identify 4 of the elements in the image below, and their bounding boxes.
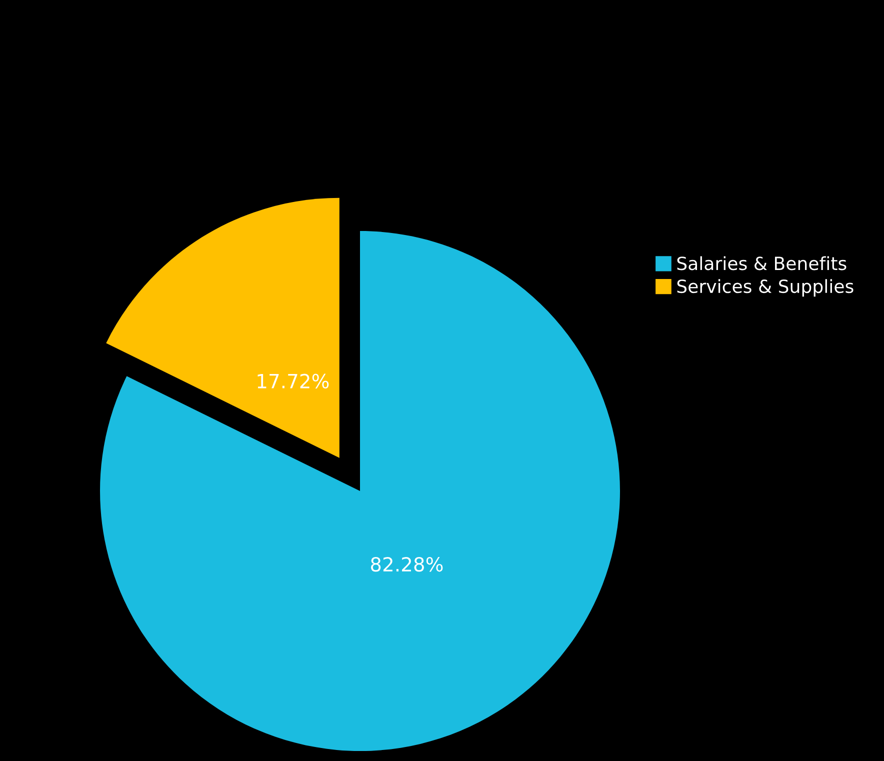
data-label: 82.28% [370, 556, 443, 572]
legend-label: Services & Supplies [677, 279, 854, 297]
data-label: 17.72% [258, 374, 329, 388]
legend-label: Salaries & Benefits [677, 256, 846, 270]
